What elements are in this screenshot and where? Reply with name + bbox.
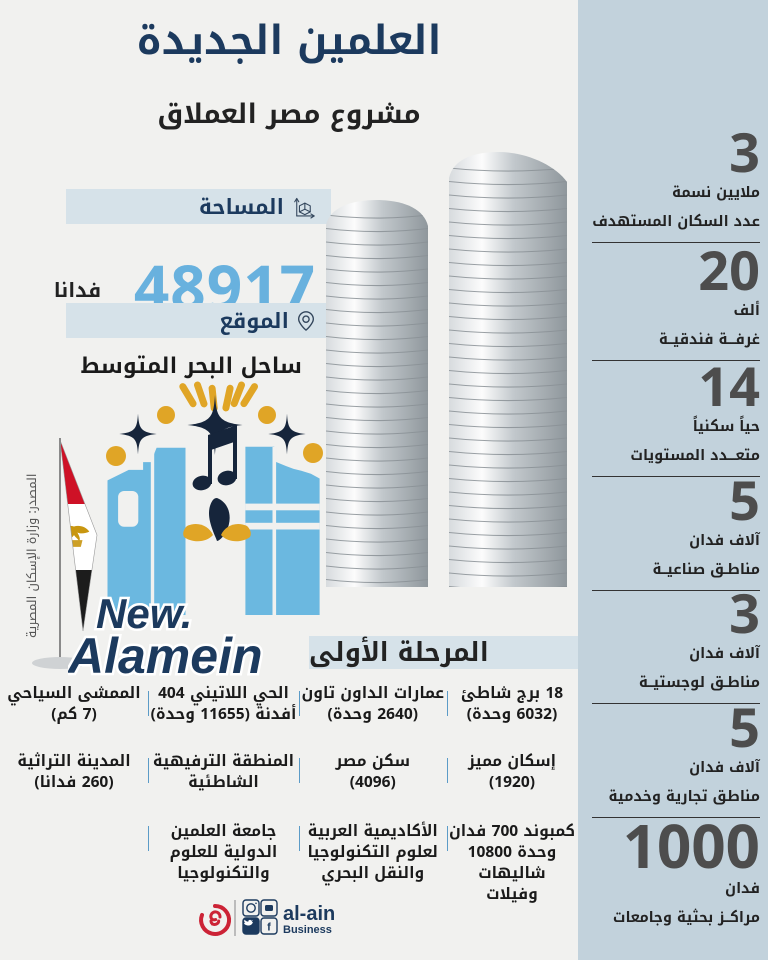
svg-text:al-ain: al-ain bbox=[283, 903, 335, 925]
svg-text:Business: Business bbox=[283, 924, 332, 936]
svg-text:f: f bbox=[267, 922, 271, 934]
